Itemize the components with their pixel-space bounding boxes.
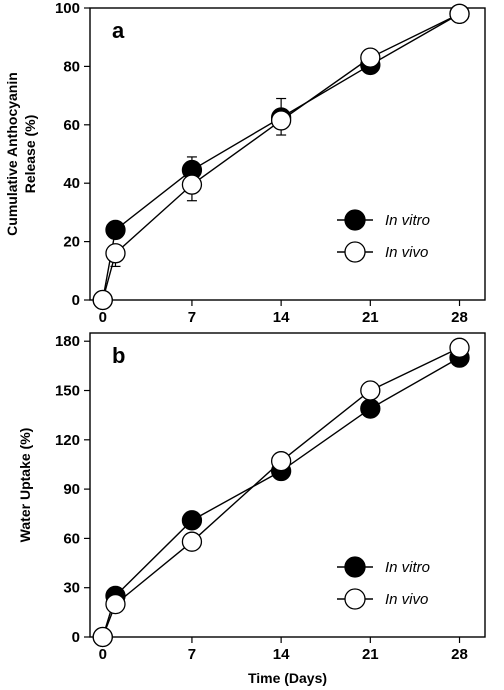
data-point	[181, 510, 203, 531]
x-tick-label: 14	[273, 646, 290, 663]
x-tick-label: 21	[362, 646, 379, 663]
y-tick-label: 20	[63, 234, 80, 251]
series-line	[102, 13, 460, 301]
x-tick-label: 14	[273, 309, 290, 326]
data-point	[449, 3, 470, 24]
x-tick-label: 0	[99, 646, 107, 663]
legend-label: In vitro	[385, 559, 430, 576]
y-tick-label: 120	[55, 432, 80, 449]
y-axis-title-line: Water Uptake (%)	[17, 428, 33, 543]
y-tick-label: 60	[63, 117, 80, 134]
data-point	[270, 451, 292, 472]
legend-label: In vitro	[385, 212, 430, 229]
x-tick-label: 7	[188, 646, 196, 663]
y-axis-title: Water Uptake (%)	[17, 428, 33, 543]
x-tick-label: 7	[188, 309, 196, 326]
y-axis-title-line: Cumulative Anthocyanin	[4, 72, 20, 236]
legend-marker	[344, 209, 366, 231]
y-axis-title: Cumulative Anthocyanin Release (%)	[4, 72, 38, 236]
data-point	[360, 398, 381, 419]
legend-label: In vivo	[385, 591, 428, 608]
data-point	[181, 531, 203, 552]
y-tick-label: 60	[63, 530, 80, 547]
data-point	[360, 47, 381, 68]
panel-letter: a	[112, 18, 125, 43]
legend-marker	[344, 588, 366, 610]
y-tick-label: 30	[63, 580, 80, 597]
data-point	[105, 219, 126, 241]
data-point	[105, 243, 126, 264]
y-tick-label: 40	[63, 175, 80, 192]
data-point	[360, 380, 381, 401]
data-point	[270, 110, 292, 131]
y-tick-label: 0	[72, 629, 80, 646]
y-tick-label: 90	[63, 481, 80, 498]
panel-b: 0 7 14 21 28 0 30 60 90 120 150 180 Water Uptake (%)…	[17, 332, 486, 686]
y-tick-label: 180	[55, 333, 80, 350]
y-tick-label: 150	[55, 383, 80, 400]
x-tick-label: 0	[99, 309, 107, 326]
panel-a: 0 7 14 21 28 0 20 40 60 80 100 Cumulative Anthocyan…	[4, 0, 486, 326]
data-point	[449, 337, 470, 358]
legend-label: In vivo	[385, 244, 428, 261]
y-tick-label: 0	[72, 292, 80, 309]
legend-marker	[344, 556, 366, 578]
x-tick-label: 28	[451, 309, 468, 326]
data-point	[105, 593, 126, 615]
y-tick-label: 80	[63, 58, 80, 75]
y-axis-title-line: Release (%)	[22, 115, 38, 194]
plot-frame	[89, 332, 486, 638]
plot-frame	[89, 7, 486, 301]
data-point	[92, 289, 113, 311]
x-tick-label: 21	[362, 309, 379, 326]
x-tick-label: 28	[451, 646, 468, 663]
x-axis-title: Time (Days)	[248, 670, 327, 686]
legend-marker	[344, 241, 366, 263]
data-point	[92, 626, 113, 648]
panel-letter: b	[112, 343, 125, 368]
data-point	[181, 174, 203, 195]
y-tick-label: 100	[55, 0, 80, 17]
